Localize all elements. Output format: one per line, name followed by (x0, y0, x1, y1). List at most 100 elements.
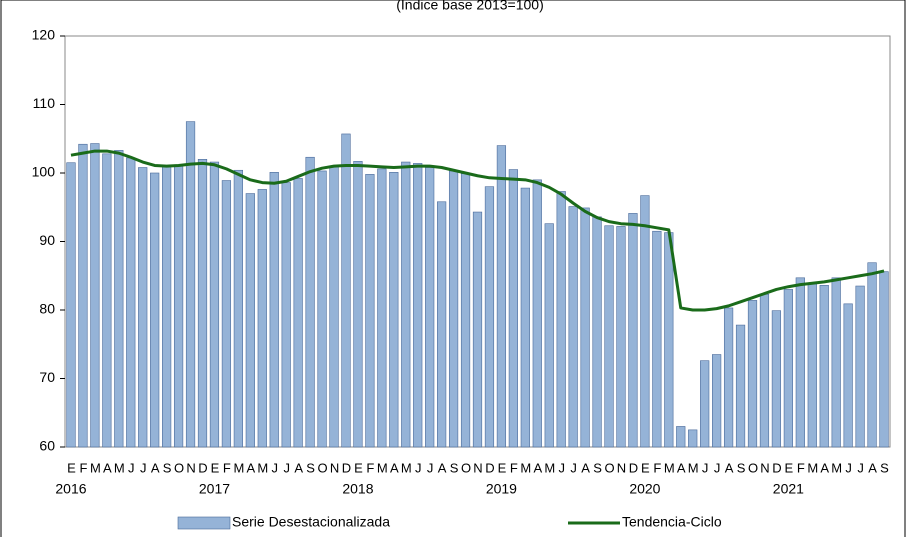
x-tick-label: M (401, 460, 411, 475)
x-tick-label: M (377, 460, 387, 475)
bar (664, 232, 674, 448)
x-tick-label: M (90, 460, 100, 475)
bar (580, 207, 590, 448)
x-tick-label: J (415, 460, 421, 475)
x-tick-label: F (366, 460, 374, 475)
bar (807, 283, 817, 448)
bar (496, 145, 507, 448)
year-label: 2019 (486, 481, 517, 497)
bar (126, 157, 136, 448)
bar (305, 156, 315, 448)
bar (508, 169, 518, 448)
y-tick-label: 110 (33, 95, 56, 111)
bar (425, 167, 435, 448)
bar (843, 303, 853, 448)
bar (138, 167, 148, 448)
bar (162, 165, 172, 448)
x-tick-label: F (223, 460, 231, 475)
bar (341, 133, 351, 448)
bar (401, 161, 411, 448)
x-tick-label: E (498, 460, 507, 475)
x-tick-label: M (807, 460, 817, 475)
bar (855, 285, 865, 448)
y-tick-label: 70 (39, 369, 55, 385)
bar (628, 213, 638, 448)
bar (652, 230, 662, 448)
x-tick-label: M (544, 460, 554, 475)
x-tick-label: J (702, 460, 708, 475)
x-tick-label: M (520, 460, 530, 475)
bar (723, 307, 734, 448)
x-tick-label: M (257, 460, 267, 475)
x-tick-label: A (246, 460, 255, 475)
year-label: 2016 (55, 481, 86, 497)
x-tick-label: J (558, 460, 564, 475)
bar (676, 426, 686, 448)
bar (556, 191, 566, 448)
bar (484, 186, 495, 448)
bar (389, 172, 399, 448)
x-tick-label: J (271, 460, 277, 475)
x-tick-label: E (641, 460, 650, 475)
bar (317, 170, 327, 448)
bar (269, 172, 279, 448)
x-tick-label: E (67, 460, 76, 475)
bar (114, 150, 124, 448)
x-tick-label: O (604, 460, 614, 475)
x-tick-label: A (151, 460, 160, 475)
x-tick-label: O (174, 460, 184, 475)
bar (150, 172, 160, 448)
x-tick-label: A (533, 460, 542, 475)
bar (472, 211, 483, 448)
x-tick-label: F (653, 460, 661, 475)
year-label: 2018 (342, 481, 373, 497)
x-tick-label: S (880, 460, 889, 475)
x-tick-label: O (748, 460, 758, 475)
bar (640, 195, 650, 448)
legend-swatch (177, 516, 231, 530)
bar (700, 360, 710, 448)
x-tick-label: F (797, 460, 805, 475)
bar (867, 262, 877, 448)
bar (712, 354, 722, 448)
x-tick-label: A (868, 460, 877, 475)
bar (568, 206, 578, 448)
legend-label: Tendencia-Ciclo (622, 514, 722, 530)
x-tick-label: F (79, 460, 87, 475)
bar (257, 189, 267, 448)
bar (173, 164, 184, 448)
y-tick-label: 90 (39, 232, 55, 248)
y-tick-label: 120 (32, 27, 56, 43)
bar (747, 300, 758, 448)
x-tick-label: M (831, 460, 841, 475)
bar (281, 182, 291, 448)
x-tick-label: A (581, 460, 590, 475)
bar (831, 277, 841, 448)
bar (759, 293, 770, 448)
x-tick-label: J (140, 460, 146, 475)
bar (437, 201, 447, 448)
x-tick-label: S (163, 460, 172, 475)
legend-label: Serie Desestacionalizada (232, 514, 390, 530)
bar (221, 180, 232, 448)
trend-line (70, 149, 885, 312)
x-tick-label: M (688, 460, 698, 475)
bar (329, 165, 339, 448)
x-tick-label: N (760, 460, 769, 475)
x-tick-label: J (857, 460, 863, 475)
x-tick-label: F (510, 460, 518, 475)
bar (819, 285, 829, 448)
x-tick-label: N (330, 460, 339, 475)
bar (616, 226, 626, 448)
bar (197, 159, 208, 448)
x-tick-label: A (294, 460, 303, 475)
bar (448, 170, 459, 448)
x-tick-label: D (772, 460, 781, 475)
x-tick-label: J (845, 460, 851, 475)
bar (735, 324, 746, 448)
x-tick-label: J (283, 460, 289, 475)
x-tick-label: N (186, 460, 195, 475)
